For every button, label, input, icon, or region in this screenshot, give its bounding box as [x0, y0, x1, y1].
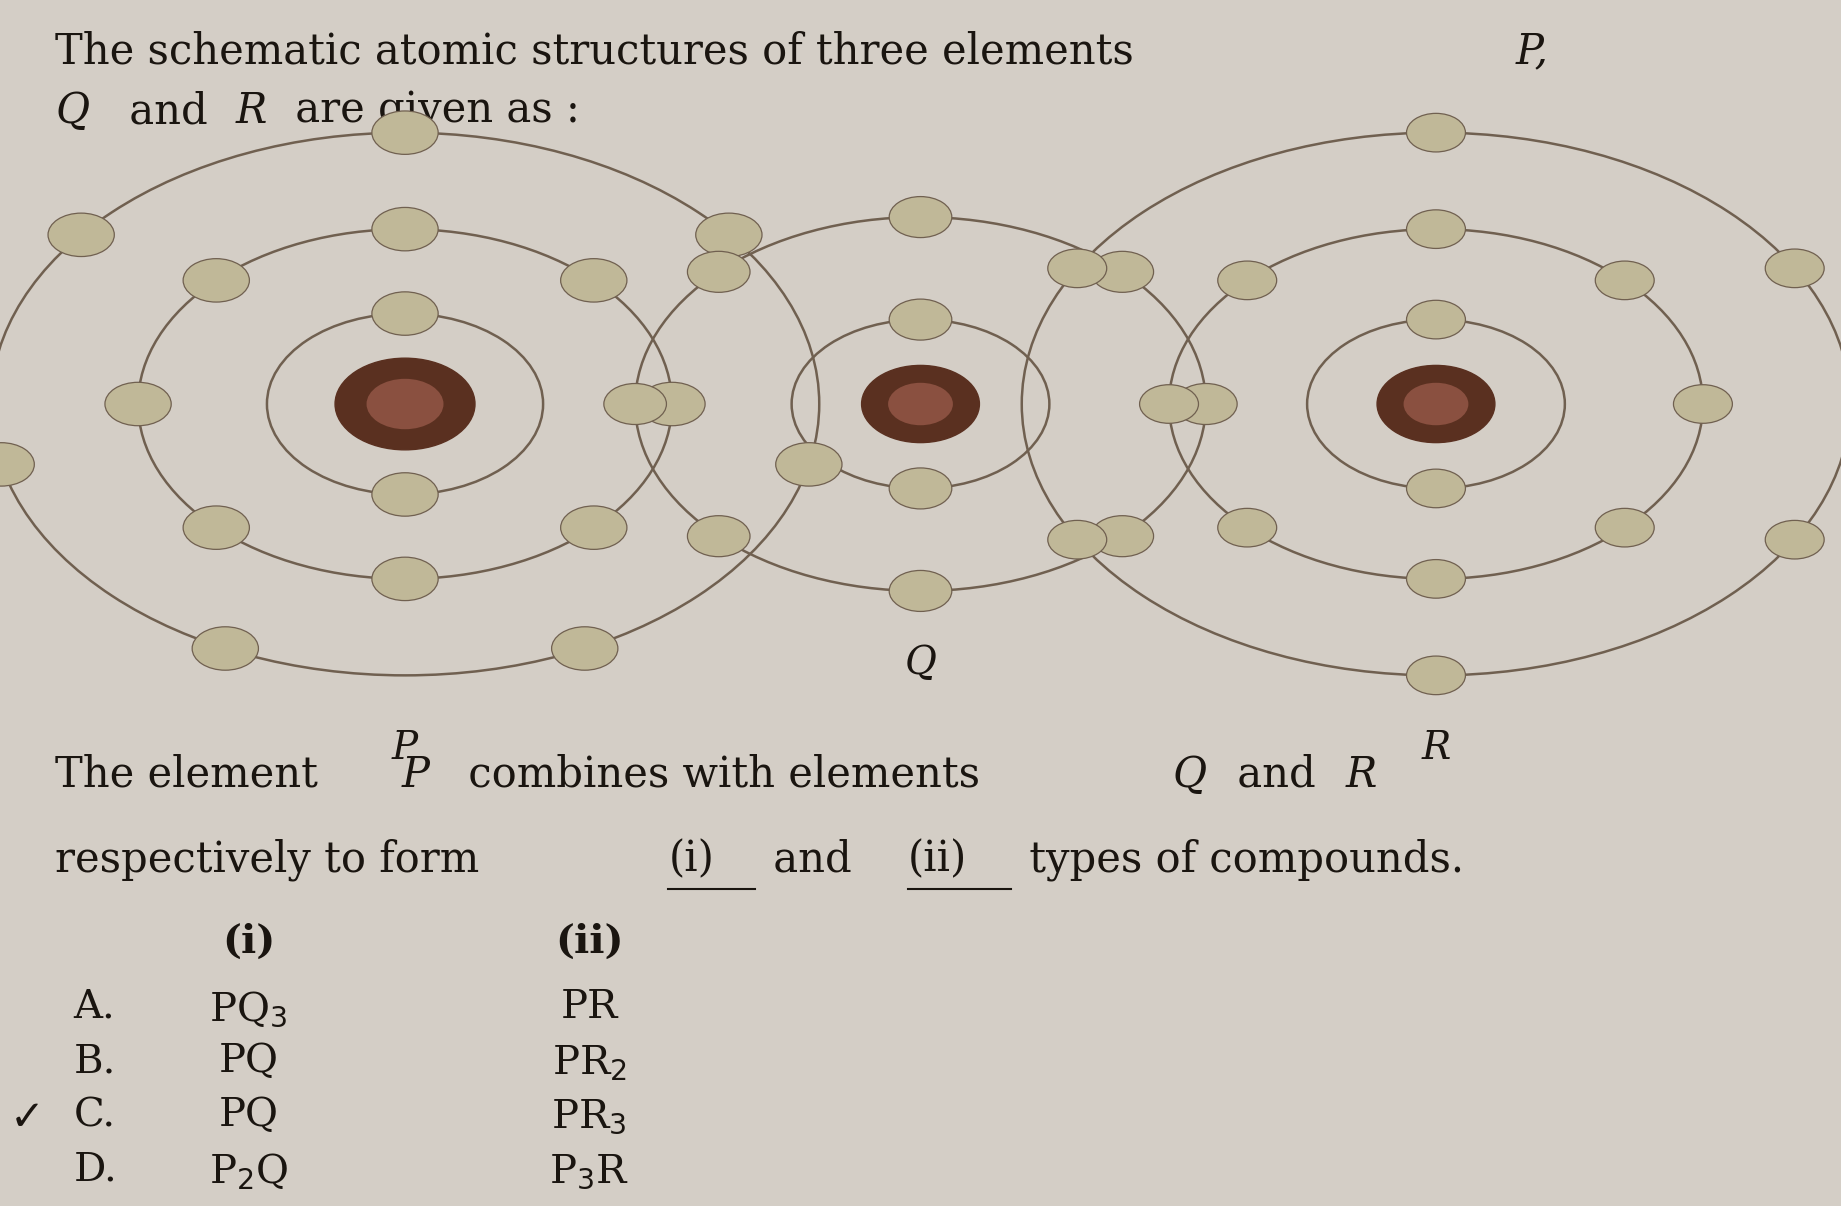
- Circle shape: [366, 379, 444, 429]
- Text: and: and: [1224, 754, 1329, 796]
- Circle shape: [372, 207, 438, 251]
- Text: B.: B.: [74, 1043, 116, 1081]
- Circle shape: [862, 365, 979, 443]
- Text: respectively to form: respectively to form: [55, 838, 493, 880]
- Text: combines with elements: combines with elements: [455, 754, 992, 796]
- Circle shape: [1092, 251, 1154, 292]
- Circle shape: [48, 213, 114, 257]
- Circle shape: [1407, 469, 1465, 508]
- Circle shape: [1217, 260, 1276, 299]
- Circle shape: [1175, 384, 1237, 425]
- Text: (ii): (ii): [554, 923, 624, 961]
- Text: Q: Q: [904, 645, 937, 683]
- Circle shape: [1407, 210, 1465, 248]
- Circle shape: [1403, 382, 1469, 426]
- Text: PR$_3$: PR$_3$: [550, 1097, 628, 1136]
- Text: (ii): (ii): [908, 838, 967, 880]
- Circle shape: [372, 473, 438, 516]
- Text: P: P: [401, 754, 429, 796]
- Circle shape: [1377, 365, 1495, 443]
- Text: PR: PR: [560, 989, 619, 1026]
- Text: R: R: [236, 90, 267, 133]
- Text: PQ$_3$: PQ$_3$: [210, 989, 287, 1029]
- Text: P,: P,: [1515, 30, 1548, 72]
- Circle shape: [562, 507, 628, 550]
- Circle shape: [105, 382, 171, 426]
- Circle shape: [191, 627, 258, 671]
- Text: The element: The element: [55, 754, 331, 796]
- Text: and: and: [760, 838, 865, 880]
- Circle shape: [1048, 520, 1106, 558]
- Circle shape: [1092, 516, 1154, 557]
- Circle shape: [1596, 509, 1655, 548]
- Text: P$_2$Q: P$_2$Q: [208, 1152, 289, 1193]
- Circle shape: [1217, 509, 1276, 548]
- Circle shape: [889, 468, 952, 509]
- Text: Q: Q: [55, 90, 90, 133]
- Circle shape: [1407, 656, 1465, 695]
- Text: D.: D.: [74, 1152, 118, 1189]
- Text: R: R: [1346, 754, 1377, 796]
- Circle shape: [335, 358, 475, 450]
- Circle shape: [182, 507, 249, 550]
- Text: R: R: [1421, 730, 1451, 767]
- Text: C.: C.: [74, 1097, 116, 1135]
- Circle shape: [372, 292, 438, 335]
- Circle shape: [696, 213, 762, 257]
- Circle shape: [889, 197, 952, 238]
- Text: and: and: [116, 90, 221, 133]
- Circle shape: [604, 384, 666, 425]
- Text: P: P: [392, 730, 418, 767]
- Circle shape: [372, 111, 438, 154]
- Circle shape: [1596, 260, 1655, 299]
- Text: PQ: PQ: [219, 1043, 278, 1081]
- Text: PQ: PQ: [219, 1097, 278, 1135]
- Text: Q: Q: [1173, 754, 1208, 796]
- Circle shape: [562, 258, 628, 302]
- Circle shape: [1140, 385, 1198, 423]
- Circle shape: [775, 443, 841, 486]
- Circle shape: [1407, 300, 1465, 339]
- Circle shape: [639, 382, 705, 426]
- Circle shape: [182, 258, 249, 302]
- Circle shape: [1407, 113, 1465, 152]
- Circle shape: [1766, 521, 1824, 560]
- Text: PR$_2$: PR$_2$: [552, 1043, 626, 1083]
- Circle shape: [1673, 385, 1732, 423]
- Circle shape: [0, 443, 35, 486]
- Circle shape: [889, 299, 952, 340]
- Circle shape: [552, 627, 619, 671]
- Text: A.: A.: [74, 989, 116, 1026]
- Text: are given as :: are given as :: [282, 90, 580, 133]
- Circle shape: [1048, 248, 1106, 287]
- Circle shape: [887, 382, 954, 426]
- Circle shape: [687, 251, 749, 292]
- Text: (i): (i): [223, 923, 274, 961]
- Circle shape: [1766, 250, 1824, 288]
- Text: P$_3$R: P$_3$R: [549, 1152, 630, 1190]
- Text: (i): (i): [668, 838, 714, 880]
- Text: The schematic atomic structures of three elements: The schematic atomic structures of three…: [55, 30, 1147, 72]
- Text: types of compounds.: types of compounds.: [1016, 838, 1464, 880]
- Circle shape: [1407, 560, 1465, 598]
- Circle shape: [687, 516, 749, 557]
- Text: ✓: ✓: [11, 1097, 44, 1140]
- Circle shape: [889, 570, 952, 611]
- Circle shape: [372, 557, 438, 601]
